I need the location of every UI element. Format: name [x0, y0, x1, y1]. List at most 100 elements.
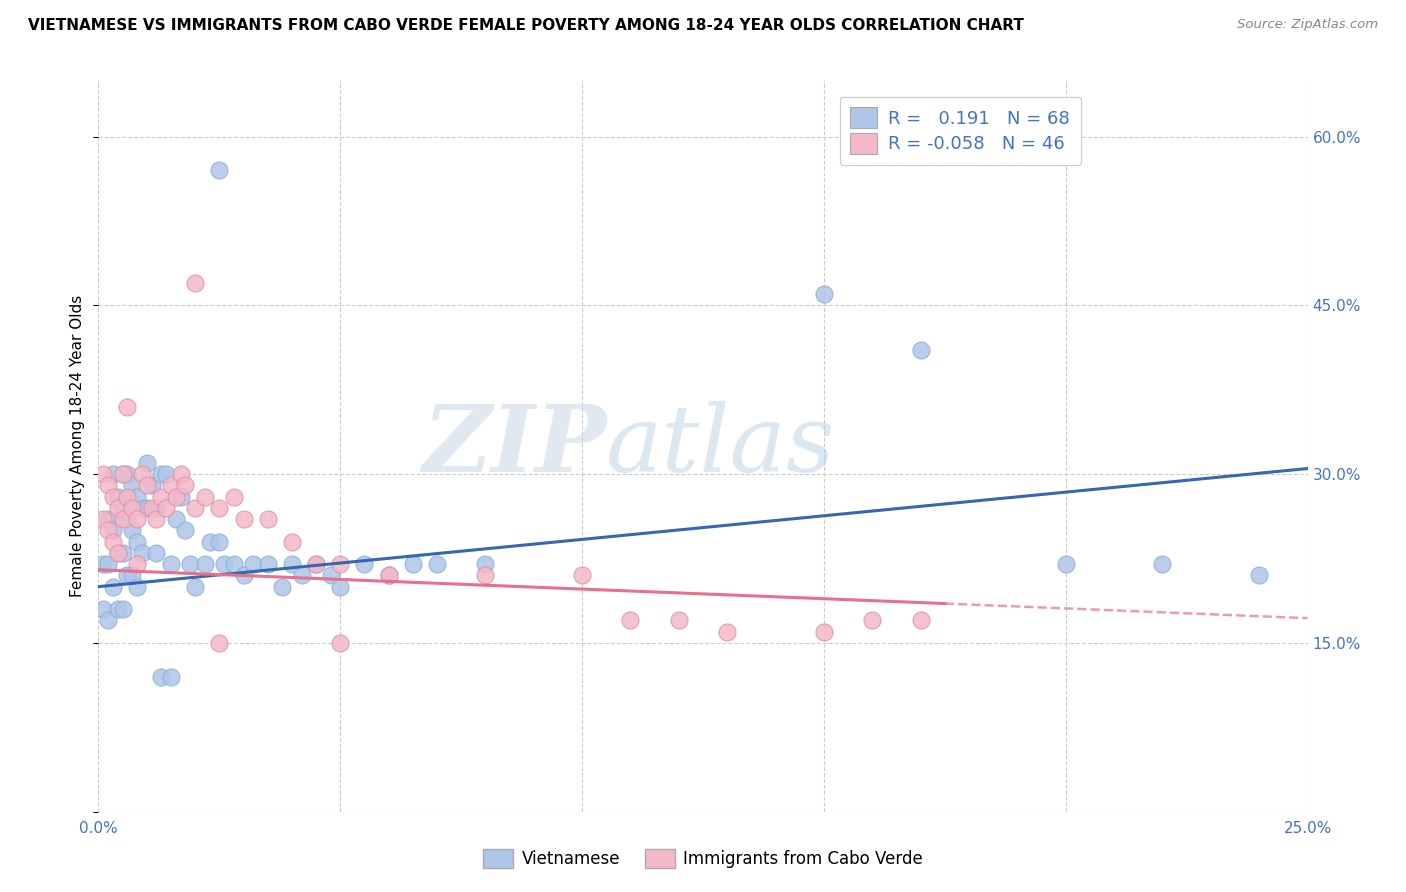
- Y-axis label: Female Poverty Among 18-24 Year Olds: Female Poverty Among 18-24 Year Olds: [70, 295, 86, 597]
- Point: [169, 467, 191, 482]
- Point: [242, 557, 264, 571]
- Point: [117, 490, 139, 504]
- Point: [208, 163, 231, 178]
- Point: [619, 614, 641, 628]
- Point: [160, 478, 183, 492]
- Point: [184, 500, 207, 515]
- Point: [353, 557, 375, 571]
- Point: [194, 557, 217, 571]
- Point: [305, 557, 328, 571]
- Point: [571, 568, 593, 582]
- Point: [127, 512, 149, 526]
- Point: [111, 512, 134, 526]
- Point: [208, 636, 231, 650]
- Point: [194, 490, 217, 504]
- Point: [121, 500, 143, 515]
- Point: [91, 512, 114, 526]
- Point: [329, 636, 352, 650]
- Point: [319, 568, 342, 582]
- Point: [145, 546, 167, 560]
- Point: [256, 512, 278, 526]
- Point: [101, 524, 124, 538]
- Point: [208, 500, 231, 515]
- Point: [208, 534, 231, 549]
- Point: [135, 456, 157, 470]
- Point: [97, 524, 120, 538]
- Point: [813, 624, 835, 639]
- Point: [222, 490, 245, 504]
- Point: [107, 546, 129, 560]
- Point: [107, 546, 129, 560]
- Point: [222, 557, 245, 571]
- Point: [111, 602, 134, 616]
- Point: [111, 500, 134, 515]
- Point: [150, 670, 173, 684]
- Point: [860, 614, 883, 628]
- Point: [212, 557, 235, 571]
- Point: [198, 534, 221, 549]
- Point: [141, 500, 163, 515]
- Point: [1152, 557, 1174, 571]
- Point: [184, 276, 207, 290]
- Legend: R =   0.191   N = 68, R = -0.058   N = 46: R = 0.191 N = 68, R = -0.058 N = 46: [839, 96, 1081, 164]
- Point: [150, 467, 173, 482]
- Point: [135, 478, 157, 492]
- Point: [232, 512, 254, 526]
- Point: [150, 490, 173, 504]
- Point: [101, 467, 124, 482]
- Point: [281, 534, 304, 549]
- Point: [329, 557, 352, 571]
- Point: [135, 500, 157, 515]
- Point: [169, 490, 191, 504]
- Point: [127, 490, 149, 504]
- Point: [107, 500, 129, 515]
- Point: [117, 568, 139, 582]
- Point: [111, 546, 134, 560]
- Point: [305, 557, 328, 571]
- Point: [329, 580, 352, 594]
- Point: [91, 467, 114, 482]
- Point: [117, 467, 139, 482]
- Text: VIETNAMESE VS IMMIGRANTS FROM CABO VERDE FEMALE POVERTY AMONG 18-24 YEAR OLDS CO: VIETNAMESE VS IMMIGRANTS FROM CABO VERDE…: [28, 18, 1024, 33]
- Point: [232, 568, 254, 582]
- Point: [377, 568, 399, 582]
- Point: [271, 580, 294, 594]
- Point: [910, 614, 932, 628]
- Point: [184, 580, 207, 594]
- Point: [101, 534, 124, 549]
- Point: [155, 500, 177, 515]
- Point: [145, 512, 167, 526]
- Legend: Vietnamese, Immigrants from Cabo Verde: Vietnamese, Immigrants from Cabo Verde: [477, 842, 929, 875]
- Point: [131, 500, 153, 515]
- Point: [290, 568, 312, 582]
- Point: [281, 557, 304, 571]
- Point: [121, 478, 143, 492]
- Point: [174, 478, 197, 492]
- Point: [101, 490, 124, 504]
- Point: [155, 467, 177, 482]
- Point: [426, 557, 449, 571]
- Point: [121, 524, 143, 538]
- Point: [910, 343, 932, 358]
- Point: [145, 500, 167, 515]
- Point: [174, 524, 197, 538]
- Point: [131, 546, 153, 560]
- Point: [127, 557, 149, 571]
- Point: [716, 624, 738, 639]
- Text: Source: ZipAtlas.com: Source: ZipAtlas.com: [1237, 18, 1378, 31]
- Point: [1054, 557, 1077, 571]
- Point: [165, 512, 187, 526]
- Point: [107, 602, 129, 616]
- Point: [121, 568, 143, 582]
- Point: [111, 467, 134, 482]
- Point: [127, 580, 149, 594]
- Point: [1249, 568, 1271, 582]
- Point: [97, 557, 120, 571]
- Point: [668, 614, 690, 628]
- Point: [165, 490, 187, 504]
- Point: [131, 467, 153, 482]
- Text: atlas: atlas: [606, 401, 835, 491]
- Point: [179, 557, 201, 571]
- Point: [91, 557, 114, 571]
- Point: [160, 670, 183, 684]
